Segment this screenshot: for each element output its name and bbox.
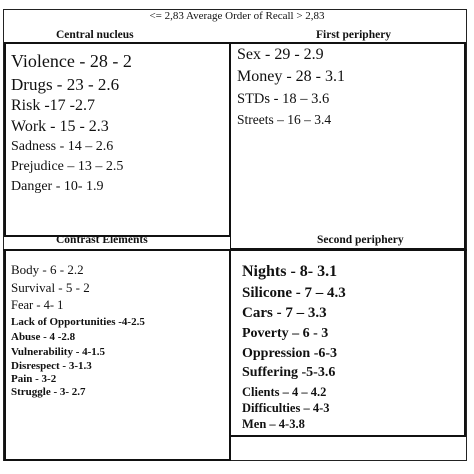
contrast-elements-title: Contrast Elements xyxy=(56,234,148,246)
list-item: Pain - 3-2 xyxy=(11,373,57,385)
list-item: Disrespect - 3-1.3 xyxy=(11,360,92,372)
list-item: Fear - 4- 1 xyxy=(11,298,64,312)
average-order-of-recall-label: <= 2,83 Average Order of Recall > 2,83 xyxy=(149,10,325,22)
list-item: Silicone - 7 – 4.3 xyxy=(242,285,346,301)
list-item: Poverty – 6 - 3 xyxy=(242,326,329,341)
list-item: STDs - 18 – 3.6 xyxy=(237,91,330,107)
list-item: Money - 28 - 3.1 xyxy=(237,68,345,85)
list-item: Men – 4-3.8 xyxy=(242,417,305,431)
list-item: Lack of Opportunities -4-2.5 xyxy=(11,316,145,328)
list-item: Work - 15 - 2.3 xyxy=(11,118,109,135)
list-item: Abuse - 4 -2.8 xyxy=(11,331,76,343)
first-periphery-box xyxy=(230,42,466,250)
list-item: Vulnerability - 4-1.5 xyxy=(11,346,106,358)
contrast-elements-box xyxy=(4,249,231,461)
list-item: Sex - 29 - 2.9 xyxy=(237,46,324,63)
list-item: Clients – 4 – 4.2 xyxy=(242,385,327,399)
list-item: Sadness - 14 – 2.6 xyxy=(11,139,114,154)
list-item: Struggle - 3- 2.7 xyxy=(11,386,86,398)
list-item: Prejudice – 13 – 2.5 xyxy=(11,159,124,174)
list-item: Survival - 5 - 2 xyxy=(11,280,90,295)
outer-frame xyxy=(3,9,467,461)
second-periphery-title: Second periphery xyxy=(317,234,404,246)
list-item: Oppression -6-3 xyxy=(242,346,338,361)
second-periphery-box xyxy=(230,249,466,437)
list-item: Difficulties – 4-3 xyxy=(242,401,330,415)
list-item: Streets – 16 – 3.4 xyxy=(237,112,332,127)
list-item: Nights - 8- 3.1 xyxy=(242,263,338,280)
horizontal-divider xyxy=(3,249,467,251)
list-item: Danger - 10- 1.9 xyxy=(11,179,104,194)
central-nucleus-title: Central nucleus xyxy=(56,29,134,41)
list-item: Body - 6 - 2.2 xyxy=(11,262,84,277)
list-item: Suffering -5-3.6 xyxy=(242,365,336,380)
first-periphery-title: First periphery xyxy=(316,29,392,41)
list-item: Violence - 28 - 2 xyxy=(11,51,132,71)
list-item: Cars - 7 – 3.3 xyxy=(242,305,327,321)
list-item: Drugs - 23 - 2.6 xyxy=(11,75,120,94)
list-item: Risk -17 -2.7 xyxy=(11,97,95,114)
central-nucleus-box xyxy=(4,42,231,237)
